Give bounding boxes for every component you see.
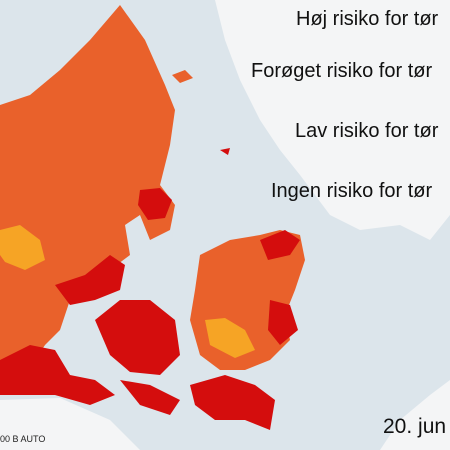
zone-low: [205, 318, 255, 358]
legend-item: Forøget risiko for tør: [251, 60, 432, 82]
zone-high: [0, 345, 115, 405]
zone-high: [55, 255, 125, 305]
sweden: [215, 0, 450, 240]
zone-high: [268, 300, 298, 345]
germany: [0, 398, 140, 450]
island: [120, 380, 180, 415]
legend-item: Høj risiko for tør: [296, 8, 439, 30]
credit: 00 B AUTO: [0, 434, 45, 444]
date: 20. jun: [383, 415, 446, 438]
islet: [220, 148, 230, 155]
anholt: [172, 70, 193, 83]
land-south: [380, 380, 450, 450]
lolland: [190, 375, 275, 430]
zone-low: [0, 225, 45, 270]
legend-item: Ingen risiko for tør: [271, 180, 433, 202]
funen: [95, 300, 180, 375]
zone-high: [138, 188, 172, 220]
jutland: [0, 5, 175, 385]
zone-high: [260, 230, 300, 260]
legend-item: Lav risiko for tør: [295, 120, 439, 142]
